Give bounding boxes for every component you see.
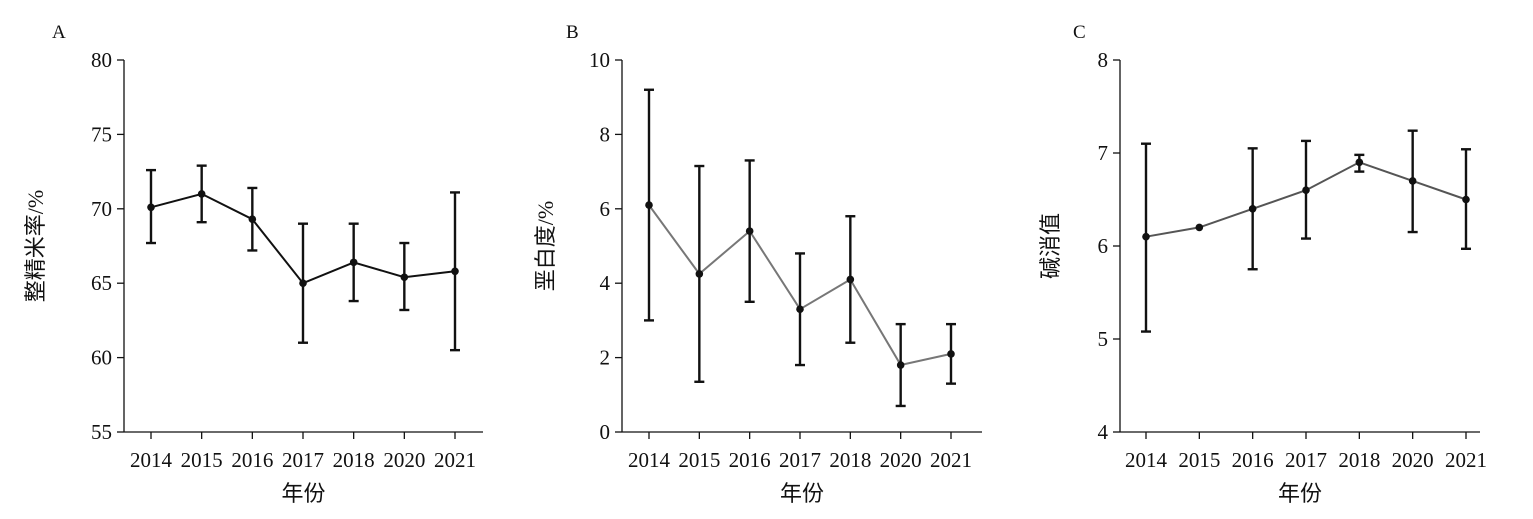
- x-tick-label: 2014: [130, 448, 173, 472]
- panel-b: 0 2 4 6 8 10 2014 2015 2016 2017 2018 2020 2021 年份 垩白度…: [533, 22, 982, 506]
- panel-a: 55 60 65 70 75 80 2014 2015 2016 2017 2018 2020 2021…: [23, 22, 483, 506]
- y-tick-label: 60: [91, 346, 112, 370]
- y-tick-label: 8: [600, 122, 611, 146]
- x-axis-title: 年份: [1278, 481, 1322, 506]
- x-tick-label: 2018: [333, 448, 375, 472]
- y-tick-label: 0: [600, 420, 611, 444]
- data-point: [846, 275, 855, 284]
- data-point: [745, 227, 754, 235]
- y-tick-label: 4: [1098, 420, 1109, 444]
- data-point: [645, 201, 653, 209]
- y-tick-label: 75: [91, 122, 112, 146]
- y-tick-label: 6: [600, 197, 611, 221]
- y-axis-title: 整精米率/%: [23, 190, 48, 302]
- x-tick-label: 2017: [282, 448, 324, 472]
- x-axis-title: 年份: [780, 481, 824, 506]
- y-tick-label: 65: [91, 271, 112, 295]
- data-point: [197, 190, 206, 198]
- data-point: [947, 350, 955, 358]
- x-tick-label: 2018: [829, 448, 871, 472]
- x-tick-label: 2014: [1125, 448, 1168, 472]
- data-point: [896, 361, 905, 369]
- x-tick-label: 2014: [628, 448, 671, 472]
- data-point: [349, 258, 358, 267]
- x-tick-label: 2017: [1285, 448, 1327, 472]
- y-axis-title: 垩白度/%: [533, 201, 558, 291]
- panel-label: A: [52, 22, 66, 43]
- data-point: [147, 203, 155, 212]
- data-point: [1195, 223, 1204, 232]
- data-point: [695, 270, 704, 278]
- y-tick-label: 8: [1098, 48, 1109, 72]
- data-point: [1302, 186, 1310, 194]
- data-point: [1248, 205, 1257, 213]
- x-tick-label: 2016: [729, 448, 771, 472]
- data-point: [1408, 177, 1417, 185]
- x-tick-label: 2017: [779, 448, 821, 472]
- data-point: [1142, 232, 1150, 241]
- x-tick-label: 2018: [1338, 448, 1380, 472]
- x-tick-label: 2021: [434, 448, 476, 472]
- data-point: [796, 305, 804, 314]
- y-tick-label: 4: [600, 271, 611, 295]
- panel-label: C: [1073, 22, 1086, 43]
- data-point: [451, 267, 459, 276]
- x-tick-label: 2021: [1445, 448, 1487, 472]
- y-axis-title: 碱消值: [1038, 213, 1063, 279]
- x-tick-label: 2020: [383, 448, 425, 472]
- data-point: [1462, 195, 1470, 204]
- data-point: [299, 279, 307, 288]
- x-tick-label: 2020: [1392, 448, 1434, 472]
- y-tick-label: 5: [1098, 327, 1109, 351]
- y-tick-label: 6: [1098, 234, 1109, 258]
- panel-c: 4 5 6 7 8 2014 2015 2016 2017 2018 2020 2021 年份 碱消值 C: [1038, 22, 1487, 506]
- y-tick-label: 80: [91, 48, 112, 72]
- x-tick-label: 2016: [231, 448, 273, 472]
- data-point: [400, 273, 409, 282]
- y-tick-label: 70: [91, 197, 112, 221]
- x-axis-title: 年份: [281, 481, 325, 506]
- y-tick-label: 10: [589, 48, 610, 72]
- x-tick-label: 2015: [1178, 448, 1220, 472]
- panel-label: B: [566, 22, 579, 43]
- x-tick-label: 2021: [930, 448, 972, 472]
- x-tick-label: 2020: [880, 448, 922, 472]
- y-tick-label: 7: [1098, 141, 1109, 165]
- y-tick-label: 2: [600, 346, 611, 370]
- x-tick-label: 2015: [181, 448, 223, 472]
- y-tick-label: 55: [91, 420, 112, 444]
- x-tick-label: 2016: [1232, 448, 1274, 472]
- data-point: [248, 215, 257, 224]
- data-point: [1355, 158, 1364, 167]
- x-tick-label: 2015: [678, 448, 720, 472]
